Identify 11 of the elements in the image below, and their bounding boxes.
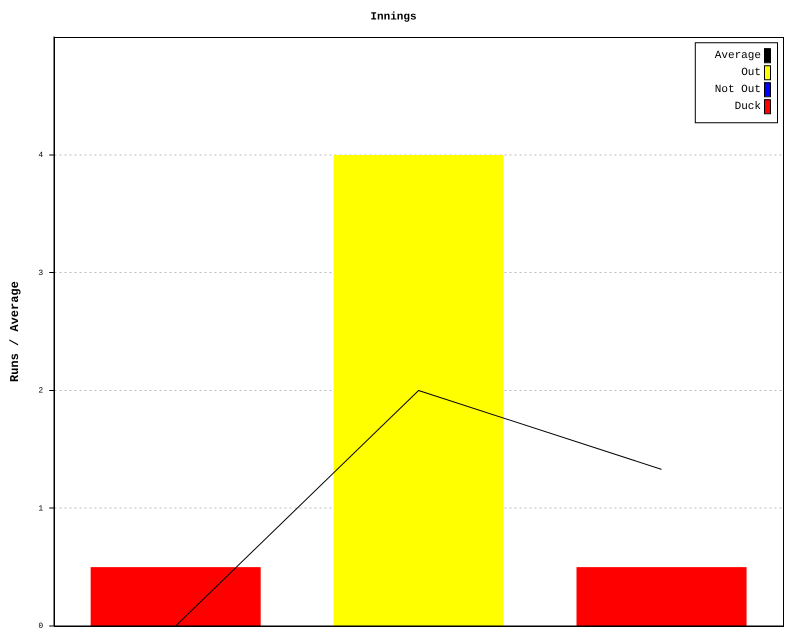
y-tick-label: 2 <box>38 386 44 396</box>
y-tick-label: 0 <box>38 622 44 632</box>
legend-label: Average <box>714 50 761 62</box>
legend-label: Duck <box>734 101 762 114</box>
y-axis-title: Runs / Average <box>8 281 22 382</box>
chart-title: Innings <box>370 11 417 24</box>
legend-label: Out <box>741 67 761 80</box>
y-tick-label: 4 <box>38 151 44 160</box>
y-tick-label: 3 <box>38 268 44 278</box>
legend-label: Not Out <box>714 84 761 96</box>
y-tick-label: 1 <box>38 504 44 514</box>
